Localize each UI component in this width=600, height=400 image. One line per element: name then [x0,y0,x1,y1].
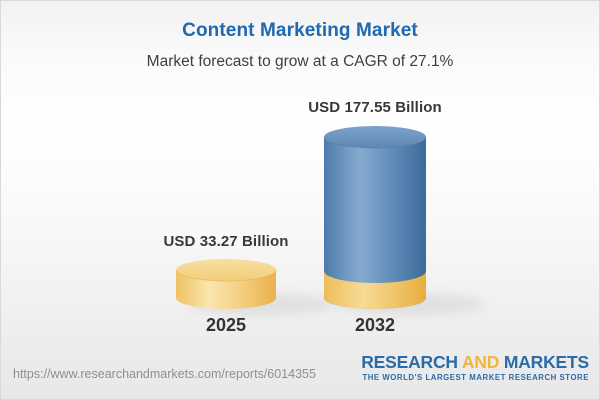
chart-title: Content Marketing Market [182,20,418,41]
category-label-2032: 2032 [354,315,396,335]
category-label-2025: 2025 [205,315,247,335]
bar-2025-cylinder [175,259,277,309]
logo-word-markets: MARKETS [503,352,589,372]
logo-wordmark: RESEARCH AND MARKETS [361,352,589,372]
value-label-2032: USD 177.55 Billion [308,99,442,116]
report-url[interactable]: https://www.researchandmarkets.com/repor… [13,367,316,381]
chart-subtitle: Market forecast to grow at a CAGR of 27.… [146,53,454,70]
value-label-2025: USD 33.27 Billion [163,233,289,250]
logo-word-research: RESEARCH [361,352,458,372]
research-and-markets-logo[interactable]: RESEARCH AND MARKETS THE WORLD'S LARGEST… [361,352,589,383]
logo-tagline: THE WORLD'S LARGEST MARKET RESEARCH STOR… [362,373,589,383]
bar-2032-cylinder [323,126,427,309]
logo-word-and: AND [461,352,500,372]
